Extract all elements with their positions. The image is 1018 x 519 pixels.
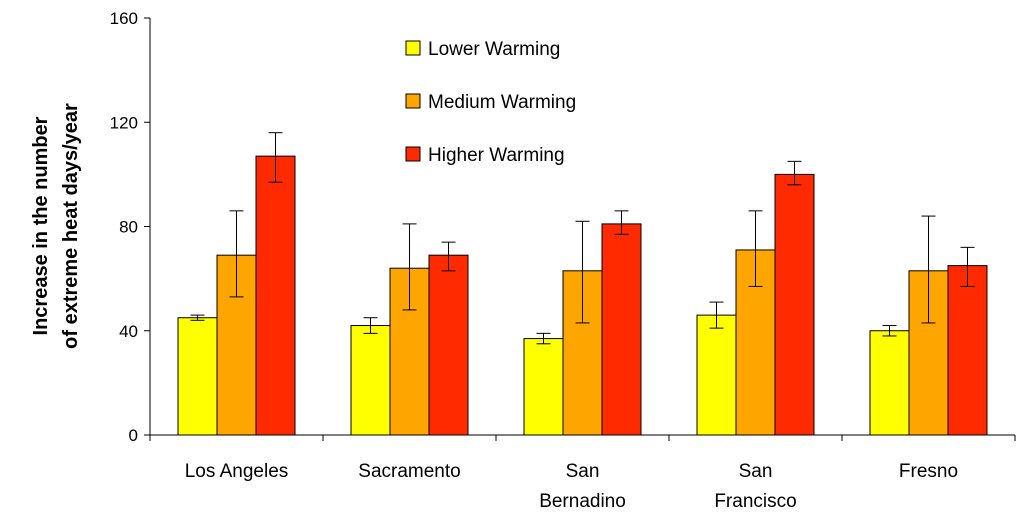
y-axis: 0 40 80 120 160 bbox=[110, 9, 151, 445]
legend-label: Higher Warming bbox=[428, 145, 565, 166]
category-label: Los Angeles bbox=[185, 461, 289, 482]
bar-lower-warming-los-angeles bbox=[177, 317, 218, 436]
legend: Lower Warming Medium Warming Higher Warmin… bbox=[405, 39, 576, 166]
category-label: Fresno bbox=[899, 461, 958, 482]
y-tick-label: 120 bbox=[110, 113, 138, 132]
bar-lower-warming-fresno bbox=[869, 330, 910, 436]
bar-medium-warming-fresno bbox=[908, 270, 949, 436]
bar-lower-warming-san-bernadino bbox=[523, 338, 564, 436]
category-label: San bbox=[739, 461, 773, 482]
y-axis-title-line: of extreme heat days/year bbox=[60, 103, 82, 349]
y-axis-title: Increase in the number of extreme heat da… bbox=[30, 103, 82, 349]
category-label: Francisco bbox=[714, 491, 796, 512]
legend-swatch bbox=[405, 146, 421, 162]
y-tick-label: 0 bbox=[129, 426, 138, 445]
bar-higher-warming-san-bernadino bbox=[601, 223, 642, 436]
y-tick-label: 40 bbox=[119, 322, 138, 341]
bar-lower-warming-sacramento bbox=[350, 325, 391, 436]
y-axis-title-line: Increase in the number bbox=[30, 116, 52, 335]
error-bars-group bbox=[190, 132, 975, 345]
category-label: Sacramento bbox=[358, 461, 460, 482]
bars-group bbox=[177, 155, 988, 436]
bar-higher-warming-los-angeles bbox=[255, 155, 296, 436]
bar-lower-warming-san-francisco bbox=[696, 314, 737, 436]
legend-swatch bbox=[405, 40, 421, 56]
legend-swatch bbox=[405, 93, 421, 109]
bar-higher-warming-sacramento bbox=[428, 254, 469, 436]
bar-higher-warming-fresno bbox=[947, 265, 988, 436]
category-label: Bernadino bbox=[539, 491, 626, 512]
bar-higher-warming-san-francisco bbox=[774, 173, 815, 436]
y-tick-label: 160 bbox=[110, 9, 138, 28]
bar-medium-warming-los-angeles bbox=[216, 254, 257, 436]
legend-label: Lower Warming bbox=[428, 39, 560, 60]
category-label: San bbox=[566, 461, 600, 482]
legend-label: Medium Warming bbox=[428, 92, 576, 113]
x-axis: Los Angeles Sacramento San Bernadino San Fran… bbox=[149, 434, 1016, 512]
y-tick-label: 80 bbox=[119, 218, 138, 237]
